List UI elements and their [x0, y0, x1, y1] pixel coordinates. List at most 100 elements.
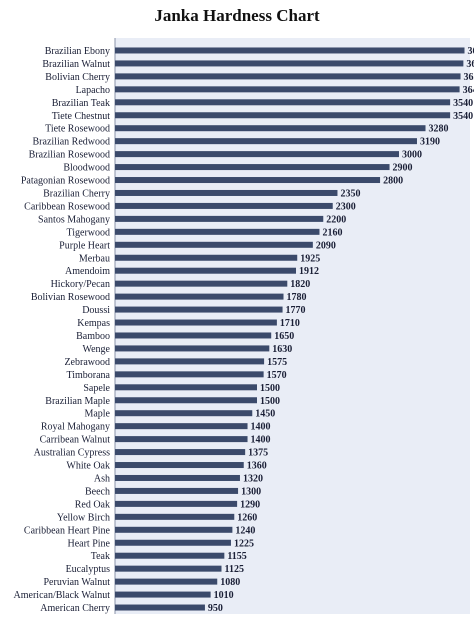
bar	[115, 280, 288, 287]
value-label: 1770	[286, 305, 306, 316]
value-label: 3680	[466, 59, 474, 70]
bar	[115, 151, 399, 158]
bar	[115, 332, 272, 339]
category-label: Wenge	[82, 344, 110, 355]
category-label: Kempas	[77, 318, 110, 329]
bar	[115, 462, 244, 469]
value-label: 1400	[251, 422, 271, 433]
value-label: 1780	[287, 292, 307, 303]
category-label: Ash	[94, 473, 110, 484]
value-label: 1820	[290, 279, 310, 290]
value-label: 1300	[241, 486, 261, 497]
bar	[115, 215, 324, 222]
category-label: Bamboo	[76, 331, 110, 342]
category-label: Heart Pine	[68, 538, 111, 549]
category-label: American Cherry	[40, 603, 110, 614]
value-label: 3000	[402, 150, 422, 161]
category-label: Hickory/Pecan	[51, 279, 110, 290]
value-label: 1155	[227, 551, 246, 562]
category-label: Brazilian Teak	[52, 98, 110, 109]
value-label: 2800	[383, 176, 403, 187]
value-label: 1260	[237, 512, 257, 523]
value-label: 3280	[429, 124, 449, 135]
bar	[115, 86, 460, 93]
value-label: 1575	[267, 357, 287, 368]
bar	[115, 513, 235, 520]
bar	[115, 371, 264, 378]
category-label: Caribbean Heart Pine	[24, 525, 111, 536]
bar	[115, 384, 257, 391]
bar	[115, 410, 253, 417]
bar	[115, 267, 297, 274]
bar	[115, 189, 338, 196]
category-label: Maple	[84, 409, 110, 420]
value-label: 1360	[247, 461, 267, 472]
bar	[115, 578, 218, 585]
category-label: Zebrawood	[64, 357, 110, 368]
value-label: 3640	[463, 85, 474, 96]
bar	[115, 73, 461, 80]
value-label: 1570	[267, 370, 287, 381]
bar	[115, 306, 283, 313]
category-label: Red Oak	[75, 499, 110, 510]
category-label: Caribbean Rosewood	[24, 201, 110, 212]
category-label: Bolivian Rosewood	[31, 292, 110, 303]
value-label: 1290	[240, 499, 260, 510]
bar	[115, 293, 284, 300]
category-label: Purple Heart	[59, 240, 110, 251]
category-label: Yellow Birch	[57, 512, 110, 523]
value-label: 1320	[243, 473, 263, 484]
value-label: 2200	[326, 214, 346, 225]
bar	[115, 345, 270, 352]
category-label: Merbau	[79, 253, 110, 264]
value-label: 1650	[274, 331, 294, 342]
category-label: Carribean Walnut	[40, 435, 111, 446]
category-label: Brazilian Rosewood	[29, 150, 110, 161]
value-label: 1925	[300, 253, 320, 264]
category-label: Royal Mahogany	[41, 422, 110, 433]
category-label: Brazilian Maple	[45, 396, 110, 407]
value-label: 1125	[225, 564, 244, 575]
value-label: 2350	[340, 188, 360, 199]
category-label: Bloodwood	[63, 163, 110, 174]
bar	[115, 539, 231, 546]
bar	[115, 228, 320, 235]
bar	[115, 138, 417, 145]
value-label: 3650	[464, 72, 474, 83]
category-label: Santos Mahogany	[38, 214, 110, 225]
bar	[115, 591, 211, 598]
category-label: Sapele	[83, 383, 110, 394]
value-label: 2160	[322, 227, 342, 238]
bar	[115, 397, 257, 404]
value-label: 1225	[234, 538, 254, 549]
value-label: 1630	[272, 344, 292, 355]
category-label: Peruvian Walnut	[44, 577, 111, 588]
bar	[115, 474, 240, 481]
bar	[115, 604, 205, 611]
chart-title: Janka Hardness Chart	[154, 6, 320, 25]
category-label: Beech	[85, 486, 110, 497]
bar	[115, 500, 238, 507]
value-label: 2090	[316, 240, 336, 251]
value-label: 1912	[299, 266, 319, 277]
value-label: 3540	[453, 98, 473, 109]
value-label: 1500	[260, 396, 280, 407]
value-label: 1010	[214, 590, 234, 601]
category-label: Brazilian Cherry	[43, 188, 110, 199]
value-label: 1710	[280, 318, 300, 329]
bar	[115, 449, 246, 456]
category-label: Tiete Rosewood	[45, 124, 110, 135]
category-label: Tiete Chestnut	[52, 111, 110, 122]
category-label: Brazilian Walnut	[42, 59, 110, 70]
category-label: Doussi	[82, 305, 110, 316]
category-label: Brazilian Ebony	[45, 46, 110, 57]
bar	[115, 202, 333, 209]
value-label: 1500	[260, 383, 280, 394]
bar	[115, 60, 464, 67]
bar	[115, 358, 265, 365]
value-label: 3692	[468, 46, 474, 57]
bar	[115, 254, 298, 261]
bar	[115, 565, 222, 572]
bar	[115, 319, 277, 326]
